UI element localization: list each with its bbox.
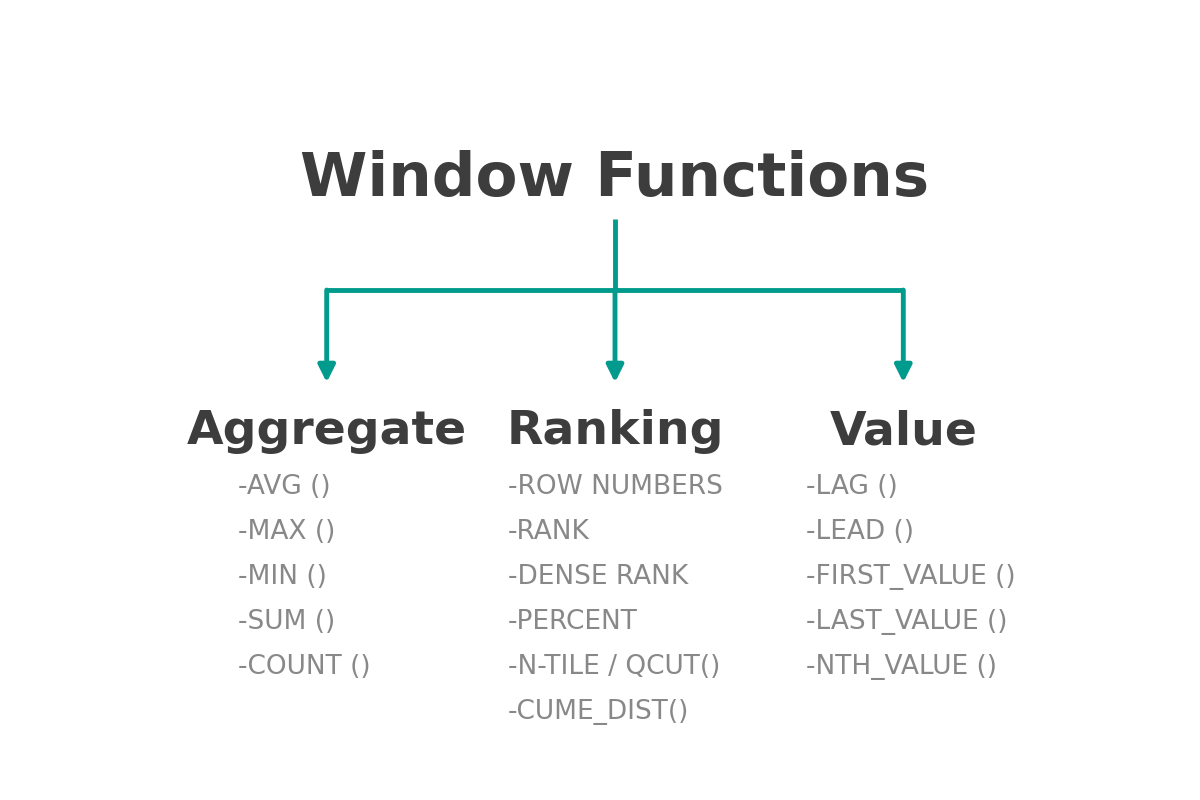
Text: -AVG (): -AVG () <box>239 474 331 500</box>
Text: -NTH_VALUE (): -NTH_VALUE () <box>805 654 997 680</box>
Text: -FIRST_VALUE (): -FIRST_VALUE () <box>805 564 1015 590</box>
Text: -N-TILE / QCUT(): -N-TILE / QCUT() <box>508 654 720 680</box>
Text: -RANK: -RANK <box>508 519 590 545</box>
Text: -ROW NUMBERS: -ROW NUMBERS <box>508 474 722 500</box>
Text: -COUNT (): -COUNT () <box>239 654 371 680</box>
Text: Ranking: Ranking <box>506 410 724 454</box>
Text: -MAX (): -MAX () <box>239 519 336 545</box>
Text: -DENSE RANK: -DENSE RANK <box>508 564 689 590</box>
Text: Window Functions: Window Functions <box>300 150 930 209</box>
Text: Aggregate: Aggregate <box>187 410 467 454</box>
Text: -SUM (): -SUM () <box>239 609 336 635</box>
Text: -MIN (): -MIN () <box>239 564 328 590</box>
Text: -PERCENT: -PERCENT <box>508 609 638 635</box>
Text: -LAST_VALUE (): -LAST_VALUE () <box>805 609 1007 635</box>
Text: -CUME_DIST(): -CUME_DIST() <box>508 699 690 725</box>
Text: -LEAD (): -LEAD () <box>805 519 913 545</box>
Text: -LAG (): -LAG () <box>805 474 898 500</box>
Text: Value: Value <box>829 410 977 454</box>
